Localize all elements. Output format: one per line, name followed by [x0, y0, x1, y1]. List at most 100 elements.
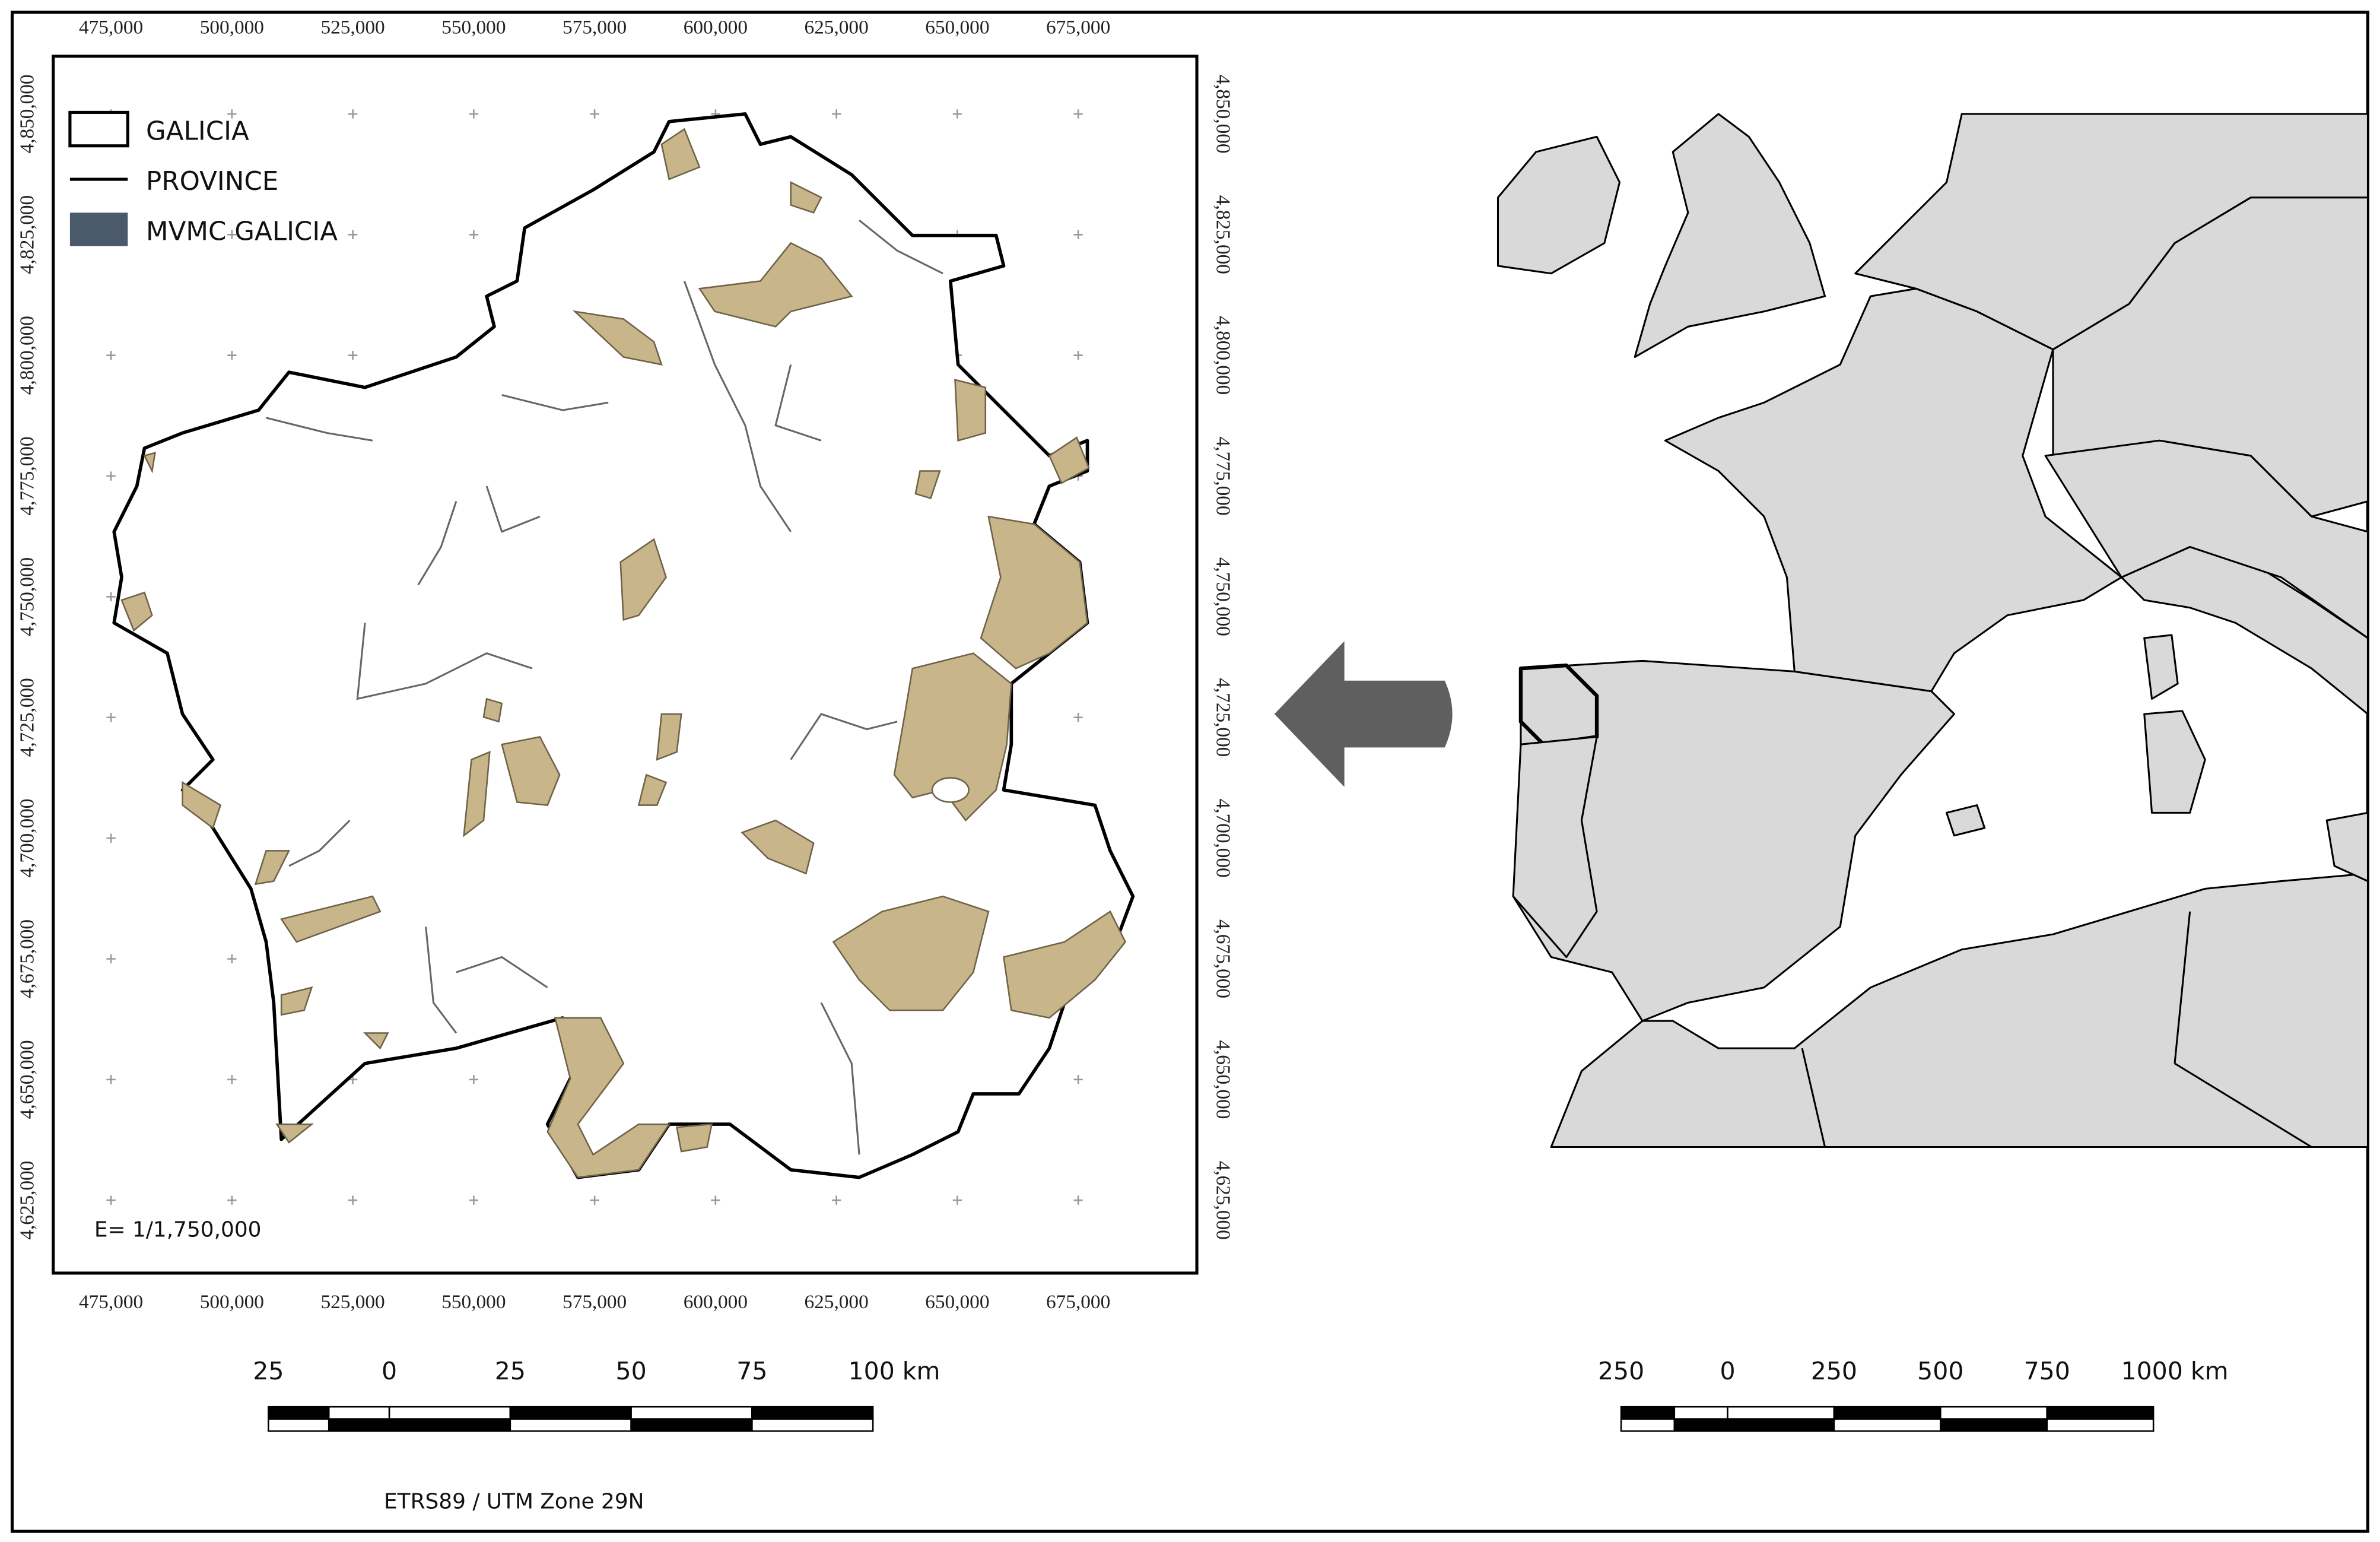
grid-marker	[469, 230, 479, 240]
y-tick-label: 4,850,000	[16, 74, 38, 153]
crs-label: ETRS89 / UTM Zone 29N	[384, 1490, 644, 1514]
grid-marker	[1073, 1195, 1083, 1205]
grid-marker	[1073, 713, 1083, 722]
y-tick-label: 4,700,000	[16, 799, 38, 878]
scale-segment	[268, 1418, 330, 1432]
x-tick-label: 525,000	[320, 16, 385, 38]
rivers	[266, 219, 943, 1155]
scale-label: 1000 km	[2121, 1357, 2228, 1385]
x-tick-label: 500,000	[200, 1291, 264, 1313]
x-tick-label: 675,000	[1046, 16, 1110, 38]
grid-marker	[227, 109, 237, 119]
y-tick-label: 4,750,000	[1212, 557, 1234, 636]
x-tick-label: 650,000	[925, 16, 989, 38]
scale-label: 250	[1811, 1357, 1857, 1385]
scale-label: 25	[495, 1357, 526, 1385]
legend-label: MVMC GALICIA	[146, 217, 338, 246]
scale-segment	[1833, 1405, 1942, 1420]
grid-marker	[227, 1075, 237, 1084]
y-tick-label: 4,725,000	[1212, 678, 1234, 757]
y-tick-label: 4,625,000	[1212, 1161, 1234, 1240]
x-tick-label: 550,000	[441, 1291, 506, 1313]
y-tick-label: 4,650,000	[16, 1040, 38, 1119]
grid-marker	[1073, 230, 1083, 240]
arrow	[1274, 641, 1453, 787]
grid-marker	[106, 471, 116, 481]
scale-bars: 25 0 25 50 75 100 km 250 0 250 500 750 1000 km	[253, 1357, 2229, 1432]
legend-swatch	[68, 110, 129, 148]
scale-label: 0	[1720, 1357, 1735, 1385]
legend-swatch	[69, 212, 128, 246]
grid-marker	[106, 713, 116, 722]
mvmc-patches	[120, 128, 1127, 1179]
grid-marker	[106, 592, 116, 602]
grid-marker	[227, 351, 237, 360]
scale-segment	[630, 1418, 753, 1432]
grid-marker	[1073, 1075, 1083, 1084]
scale-segment	[751, 1418, 874, 1432]
legend-label: PROVINCE	[146, 167, 278, 196]
scale-segment	[1833, 1418, 1942, 1432]
x-tick-label: 625,000	[804, 16, 868, 38]
grid-marker	[106, 1075, 116, 1084]
x-tick-label: 675,000	[1046, 1291, 1110, 1313]
grid-marker	[348, 230, 358, 240]
x-tick-label: 550,000	[441, 16, 506, 38]
scale-label: 50	[616, 1357, 647, 1385]
legend: GALICIA PROVINCE MVMC GALICIA	[68, 110, 338, 246]
scale-segment	[268, 1405, 330, 1420]
y-tick-label: 4,675,000	[1212, 919, 1234, 998]
scale-segment	[388, 1405, 511, 1420]
grid-marker	[227, 1195, 237, 1205]
y-tick-label: 4,850,000	[1212, 74, 1234, 153]
legend-label: GALICIA	[146, 117, 249, 147]
grid-marker	[227, 954, 237, 964]
x-tick-label: 525,000	[320, 1291, 385, 1313]
grid-marker	[348, 1195, 358, 1205]
map-scale: E= 1/1,750,000	[94, 1218, 262, 1242]
overview-map	[1496, 113, 2369, 1148]
x-tick-label: 475,000	[79, 16, 143, 38]
grid-marker	[590, 109, 599, 119]
grid-marker	[952, 1195, 962, 1205]
scale-segment	[328, 1405, 390, 1420]
x-tick-label: 650,000	[925, 1291, 989, 1313]
grid-marker	[469, 1075, 479, 1084]
scale-segment	[1727, 1418, 1835, 1432]
x-tick-label: 600,000	[684, 16, 748, 38]
scale-segment	[1727, 1405, 1835, 1420]
x-tick-label: 500,000	[200, 16, 264, 38]
grid-marker	[952, 109, 962, 119]
y-tick-label: 4,775,000	[16, 437, 38, 516]
y-tick-label: 4,725,000	[16, 678, 38, 757]
grid-marker	[106, 1195, 116, 1205]
scale-label: 0	[382, 1357, 397, 1385]
grid-marker	[106, 351, 116, 360]
grid-marker	[348, 351, 358, 360]
y-tick-label: 4,800,000	[16, 316, 38, 395]
scale-segment	[1673, 1405, 1728, 1420]
y-tick-label: 4,650,000	[1212, 1040, 1234, 1119]
grid-marker	[1073, 109, 1083, 119]
scale-label: 500	[1917, 1357, 1963, 1385]
scale-label: 250	[1598, 1357, 1644, 1385]
y-tick-label: 4,675,000	[16, 919, 38, 998]
scale-segment	[2046, 1405, 2155, 1420]
grid-marker	[831, 1195, 841, 1205]
x-tick-label: 600,000	[684, 1291, 748, 1313]
grid-marker	[711, 1195, 720, 1205]
scale-segment	[388, 1418, 511, 1432]
x-tick-label: 625,000	[804, 1291, 868, 1313]
grid-marker	[469, 1195, 479, 1205]
y-tick-label: 4,750,000	[16, 557, 38, 636]
scale-segment	[630, 1405, 753, 1420]
grid-marker	[106, 954, 116, 964]
scale-label: 75	[736, 1357, 767, 1385]
y-tick-label: 4,825,000	[1212, 195, 1234, 274]
grid-marker	[1073, 351, 1083, 360]
grid-marker	[348, 109, 358, 119]
scale-segment	[509, 1405, 632, 1420]
y-tick-label: 4,800,000	[1212, 316, 1234, 395]
y-tick-label: 4,625,000	[16, 1161, 38, 1240]
